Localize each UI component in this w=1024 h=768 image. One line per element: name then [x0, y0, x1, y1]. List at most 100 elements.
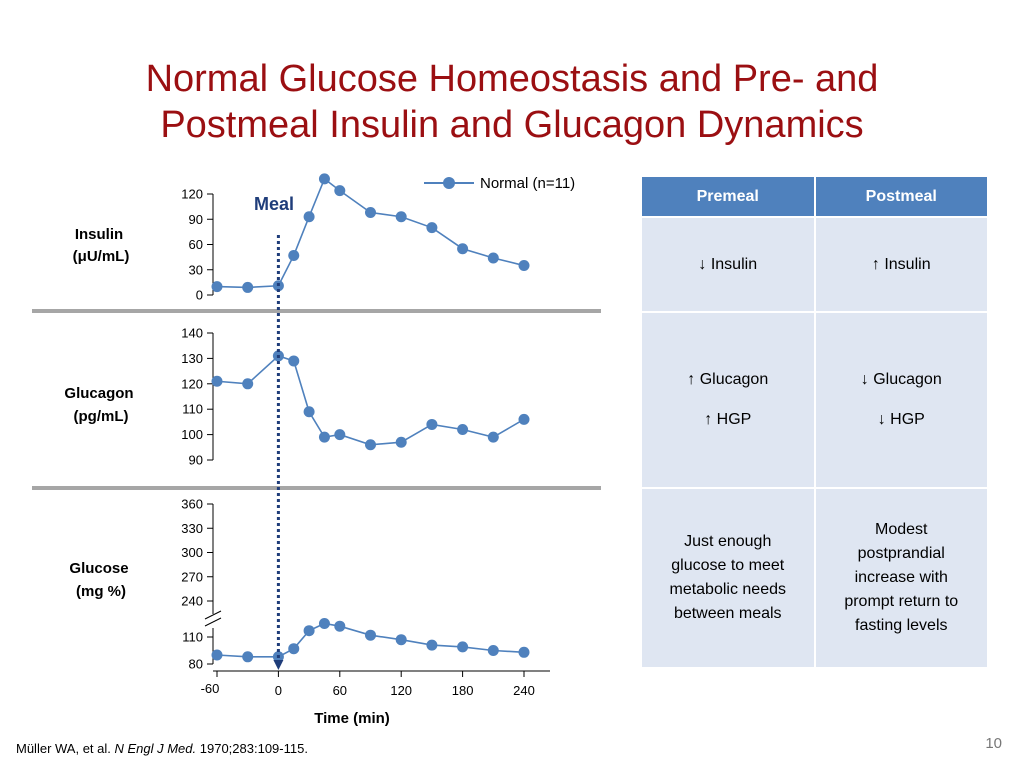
data-point [288, 643, 300, 655]
y-axis-label: (mg %) [76, 583, 126, 600]
hormone-time-course-chart: 0 30 60 90 120 Insulin (μU/mL) 90 100 110 120 130 14… [32, 173, 601, 727]
data-point [457, 641, 469, 653]
cell-text: fasting levels [855, 617, 948, 634]
y-tick-label: 110 [182, 630, 203, 645]
data-point [365, 629, 376, 641]
y-tick-label: 0 [196, 288, 203, 303]
cell-text: metabolic needs [669, 581, 786, 598]
y-tick-label: 90 [189, 212, 203, 227]
y-axis-label: Insulin [75, 226, 123, 243]
data-point [395, 436, 407, 448]
data-point [334, 429, 346, 441]
data-point [288, 249, 300, 261]
cell-text: ↓ Glucagon [860, 371, 942, 388]
cell-text: Just enough [684, 533, 772, 550]
x-axis-label: Time (min) [314, 710, 390, 727]
slide-title: Normal Glucose Homeostasis and Pre- and … [0, 56, 1024, 148]
y-axis-label: Glucose [69, 560, 128, 577]
axis-break-mark [204, 610, 222, 620]
meal-label: Meal [254, 194, 294, 214]
y-tick-label: 330 [181, 521, 203, 536]
y-tick-label: 140 [181, 326, 203, 341]
y-tick-label: 100 [181, 427, 203, 442]
y-tick-label: 300 [181, 545, 203, 560]
y-tick-label: 90 [189, 453, 203, 468]
data-point [288, 355, 300, 367]
cell-text: ↑ HGP [704, 411, 752, 428]
data-point [334, 620, 346, 632]
data-point [318, 431, 330, 443]
citation: Müller WA, et al. N Engl J Med. 1970;283… [16, 741, 308, 756]
data-point [211, 281, 223, 293]
data-point [487, 431, 499, 443]
data-point [211, 649, 223, 661]
citation-details: 1970;283:109-115. [196, 741, 308, 756]
cell-text: prompt return to [844, 593, 959, 610]
data-point [457, 424, 469, 436]
citation-journal: N Engl J Med. [114, 741, 197, 756]
panel-separator [32, 486, 601, 490]
axis-break-mark [204, 617, 222, 627]
y-axis-label: (pg/mL) [74, 408, 129, 425]
data-point [395, 634, 407, 646]
x-tick-label: 60 [333, 683, 347, 698]
header-postmeal: Postmeal [813, 175, 989, 218]
y-tick-label: 80 [189, 657, 203, 672]
cell-premeal-glucose: Just enough glucose to meet metabolic ne… [640, 487, 816, 669]
y-tick-label: 60 [189, 237, 203, 252]
y-tick-label: 120 [181, 187, 203, 202]
cell-text: Modest [875, 521, 928, 538]
y-axis-label: (μU/mL) [73, 248, 130, 265]
data-point [318, 173, 330, 185]
data-point [303, 625, 315, 637]
cell-premeal-insulin: ↓ Insulin [640, 216, 816, 313]
y-axis-label: Glucagon [64, 385, 133, 402]
table-row-glucagon: ↑ Glucagon ↑ HGP ↓ Glucagon ↓ HGP [640, 311, 989, 489]
slide-title-line-2: Postmeal Insulin and Glucagon Dynamics [160, 104, 864, 146]
data-point [426, 639, 438, 651]
data-point [365, 439, 376, 451]
data-point [242, 651, 254, 663]
y-tick-label: 240 [181, 594, 203, 609]
cell-text: ↓ HGP [877, 411, 925, 428]
meal-marker-arrow [273, 660, 284, 670]
y-tick-label: 110 [182, 402, 203, 417]
x-tick-label: -60 [201, 681, 220, 696]
data-point [487, 252, 499, 264]
cell-text: increase with [854, 569, 948, 586]
data-point [426, 222, 438, 234]
data-point [242, 281, 254, 293]
cell-text: ↑ Glucagon [687, 371, 769, 388]
x-tick-label: 240 [513, 683, 535, 698]
data-point [365, 207, 376, 219]
cell-text: glucose to meet [671, 557, 785, 574]
cell-text: ↓ Insulin [698, 255, 758, 273]
y-tick-label: 130 [181, 351, 203, 366]
cell-postmeal-glucose: Modest postprandial increase with prompt… [813, 487, 989, 669]
data-point [518, 413, 530, 425]
table-row-insulin: ↓ Insulin ↑ Insulin [640, 216, 989, 313]
data-point [518, 646, 530, 658]
citation-authors: Müller WA, et al. [16, 741, 115, 756]
data-point [518, 260, 530, 272]
data-point [318, 618, 330, 629]
y-tick-label: 120 [181, 376, 203, 391]
cell-postmeal-insulin: ↑ Insulin [813, 216, 989, 313]
data-point [395, 211, 407, 223]
cell-postmeal-glucagon: ↓ Glucagon ↓ HGP [813, 311, 989, 489]
cell-text: between meals [673, 605, 782, 622]
legend-marker [443, 177, 455, 189]
cell-text: ↑ Insulin [871, 255, 931, 273]
y-tick-label: 30 [189, 262, 203, 277]
panel-separator [32, 309, 601, 313]
data-point [487, 645, 499, 656]
x-tick-label: 0 [275, 683, 282, 698]
header-premeal: Premeal [640, 175, 816, 218]
page-number: 10 [985, 735, 1002, 752]
data-point [211, 375, 223, 387]
data-point [334, 185, 346, 197]
x-tick-label: 180 [452, 683, 474, 698]
table-row-glucose: Just enough glucose to meet metabolic ne… [640, 487, 989, 669]
slide-title-line-1: Normal Glucose Homeostasis and Pre- and [145, 58, 879, 100]
series-line [216, 354, 525, 446]
